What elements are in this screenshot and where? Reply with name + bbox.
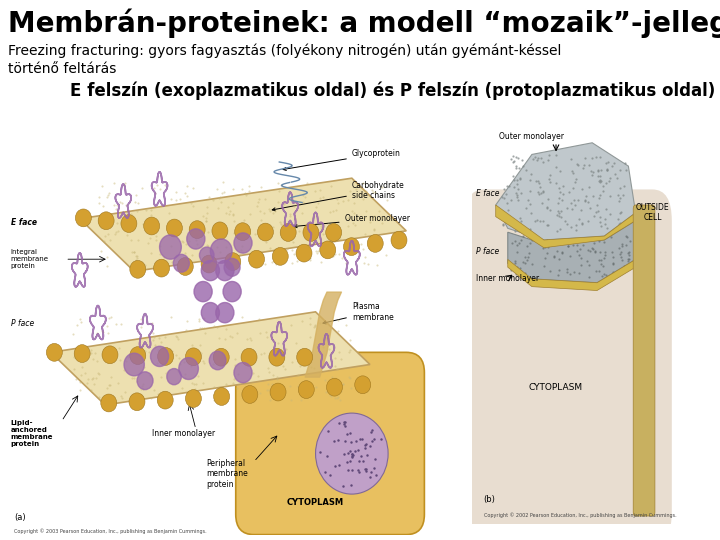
Circle shape	[303, 224, 319, 241]
Circle shape	[102, 346, 118, 364]
Circle shape	[235, 222, 251, 241]
Text: E face: E face	[11, 218, 37, 227]
Text: Inner monolayer: Inner monolayer	[153, 429, 215, 438]
Circle shape	[320, 241, 336, 259]
Circle shape	[315, 413, 388, 494]
Text: P face: P face	[477, 247, 500, 256]
Circle shape	[98, 212, 114, 230]
Circle shape	[177, 258, 193, 275]
Circle shape	[130, 260, 145, 278]
FancyBboxPatch shape	[464, 190, 672, 540]
Circle shape	[223, 281, 241, 302]
Circle shape	[186, 229, 205, 249]
Text: Carbohydrate
side chains: Carbohydrate side chains	[272, 181, 405, 211]
Circle shape	[225, 253, 240, 271]
Text: Copyright © 2002 Pearson Education, Inc., publishing as Benjamin Cummings.: Copyright © 2002 Pearson Education, Inc.…	[484, 512, 676, 518]
Text: Membrán-proteinek: a modell “mozaik”-jellege: Membrán-proteinek: a modell “mozaik”-jel…	[8, 8, 720, 37]
Text: E face: E face	[477, 189, 500, 198]
Text: (a): (a)	[14, 514, 26, 523]
Circle shape	[167, 368, 181, 384]
Circle shape	[298, 381, 314, 399]
Text: Inner monolayer: Inner monolayer	[477, 274, 539, 284]
Polygon shape	[508, 259, 636, 291]
Circle shape	[242, 386, 258, 403]
Text: CYTOPLASM: CYTOPLASM	[287, 498, 344, 507]
FancyBboxPatch shape	[235, 352, 424, 535]
Circle shape	[297, 348, 312, 366]
Circle shape	[216, 260, 234, 281]
Circle shape	[166, 219, 182, 237]
Circle shape	[46, 343, 63, 361]
Text: Peripheral
membrane
protein: Peripheral membrane protein	[207, 459, 248, 489]
Polygon shape	[508, 220, 636, 283]
Text: Outer monolayer: Outer monolayer	[294, 214, 410, 228]
Circle shape	[234, 362, 252, 383]
Circle shape	[189, 221, 205, 239]
Text: Glycoprotein: Glycoprotein	[283, 150, 401, 171]
Circle shape	[216, 302, 234, 323]
Polygon shape	[80, 178, 406, 271]
Circle shape	[160, 235, 181, 259]
Text: OUTSIDE
CELL: OUTSIDE CELL	[636, 203, 670, 222]
Circle shape	[202, 260, 220, 281]
Text: (b): (b)	[484, 495, 495, 504]
Polygon shape	[496, 205, 636, 248]
Circle shape	[210, 351, 226, 370]
Circle shape	[343, 238, 359, 255]
Text: Plasma
membrane: Plasma membrane	[323, 302, 394, 324]
Circle shape	[74, 345, 90, 362]
Circle shape	[258, 223, 274, 241]
Circle shape	[272, 247, 288, 265]
Text: P face: P face	[11, 320, 34, 328]
Circle shape	[212, 222, 228, 240]
Circle shape	[157, 391, 174, 409]
Circle shape	[137, 372, 153, 390]
Text: Outer monolayer: Outer monolayer	[500, 132, 564, 141]
Circle shape	[121, 215, 137, 233]
FancyBboxPatch shape	[633, 205, 655, 516]
Circle shape	[153, 259, 169, 277]
Circle shape	[130, 347, 145, 364]
Circle shape	[186, 348, 202, 366]
Circle shape	[144, 217, 160, 235]
Circle shape	[76, 209, 91, 227]
Text: E felszín (exoplazmatikus oldal) és P felszín (protoplazmatikus oldal): E felszín (exoplazmatikus oldal) és P fe…	[70, 82, 715, 100]
Circle shape	[174, 254, 189, 272]
Circle shape	[179, 357, 199, 380]
Text: Integral
membrane
protein: Integral membrane protein	[11, 249, 49, 269]
Circle shape	[367, 234, 383, 252]
Circle shape	[326, 378, 343, 396]
Circle shape	[241, 348, 257, 366]
Circle shape	[129, 393, 145, 410]
Circle shape	[270, 383, 286, 401]
Polygon shape	[496, 143, 636, 240]
Circle shape	[296, 244, 312, 262]
Text: Freezing fracturing: gyors fagyasztás (folyékony nitrogén) után gyémánt-késsel
t: Freezing fracturing: gyors fagyasztás (f…	[8, 43, 562, 76]
Circle shape	[325, 224, 342, 241]
Text: CYTOPLASM: CYTOPLASM	[529, 383, 583, 392]
Text: Copyright © 2003 Pearson Education, Inc., publishing as Benjamin Cummings.: Copyright © 2003 Pearson Education, Inc.…	[14, 528, 207, 534]
Circle shape	[210, 239, 232, 263]
Circle shape	[186, 390, 202, 407]
Circle shape	[199, 247, 214, 264]
Circle shape	[158, 348, 174, 365]
Circle shape	[391, 231, 407, 249]
Circle shape	[202, 302, 220, 323]
Circle shape	[150, 346, 168, 367]
Circle shape	[124, 353, 144, 376]
Circle shape	[248, 251, 264, 268]
Circle shape	[269, 348, 285, 366]
Circle shape	[355, 376, 371, 394]
Polygon shape	[50, 312, 370, 405]
Circle shape	[213, 348, 229, 366]
Text: Lipid-
anchored
membrane
protein: Lipid- anchored membrane protein	[11, 420, 53, 447]
Circle shape	[101, 394, 117, 412]
Circle shape	[224, 258, 240, 276]
Circle shape	[234, 233, 252, 253]
Circle shape	[194, 281, 212, 302]
Circle shape	[201, 255, 217, 273]
Circle shape	[280, 224, 296, 241]
Circle shape	[214, 388, 230, 406]
